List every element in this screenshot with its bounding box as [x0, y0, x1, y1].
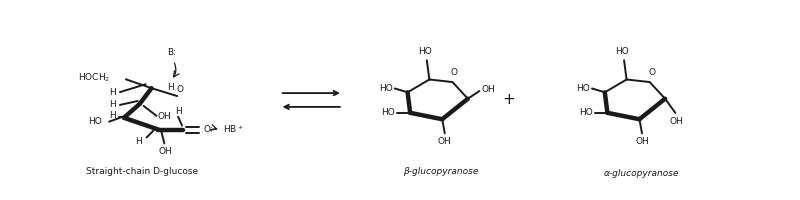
Text: HO: HO: [89, 117, 102, 126]
Text: β-glucopyranose: β-glucopyranose: [403, 166, 478, 176]
Text: α-glucopyranose: α-glucopyranose: [604, 169, 680, 178]
Text: HO: HO: [379, 84, 393, 93]
Text: H: H: [110, 100, 116, 109]
Text: HO: HO: [382, 108, 395, 117]
Text: H: H: [110, 88, 116, 97]
Text: OH: OH: [670, 117, 683, 126]
Text: B:: B:: [166, 48, 176, 57]
Text: HB$^+$: HB$^+$: [223, 124, 244, 135]
Text: +: +: [502, 92, 515, 108]
Text: H: H: [110, 111, 116, 120]
Text: OH: OH: [482, 85, 495, 94]
Text: OH: OH: [635, 137, 649, 146]
Text: O: O: [648, 68, 655, 77]
Text: HO: HO: [576, 84, 590, 93]
Text: HO: HO: [579, 108, 593, 117]
Text: HO: HO: [615, 47, 629, 56]
Text: HOCH$_2$: HOCH$_2$: [78, 71, 110, 84]
Text: Straight-chain D-glucose: Straight-chain D-glucose: [86, 166, 198, 176]
Text: O: O: [177, 85, 183, 94]
Text: OH: OH: [158, 112, 171, 121]
Text: O: O: [451, 68, 458, 77]
Text: O:: O:: [204, 125, 214, 134]
Text: HO: HO: [418, 47, 432, 56]
Text: OH: OH: [438, 137, 452, 146]
Text: H: H: [167, 83, 174, 92]
Text: H: H: [135, 137, 142, 146]
Text: OH: OH: [158, 147, 172, 156]
Text: H: H: [174, 107, 182, 116]
